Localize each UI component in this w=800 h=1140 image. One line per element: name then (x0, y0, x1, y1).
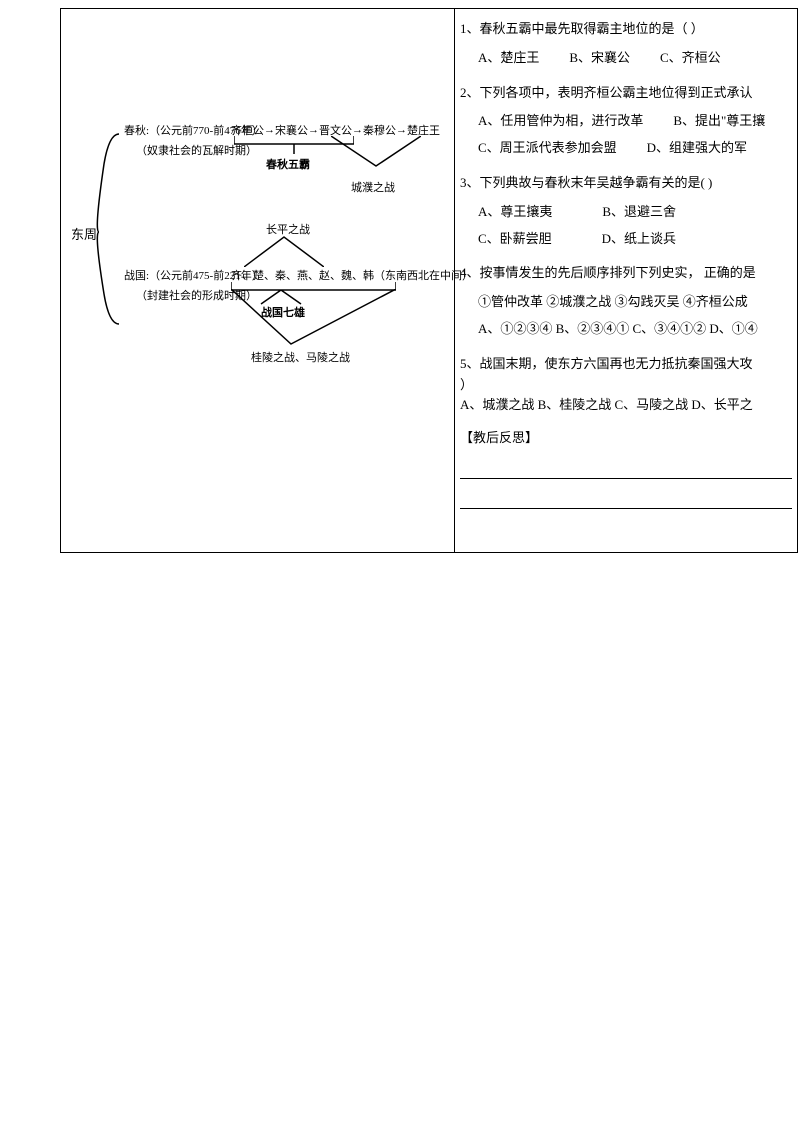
question-3: 3、下列典故与春秋末年吴越争霸有关的是( ) A、尊王攘夷 B、退避三舍 C、卧… (460, 173, 792, 249)
q4-text: 4、按事情发生的先后顺序排列下列史实， 正确的是 (460, 263, 792, 284)
q2-opt-a: A、任用管仲为相，进行改革 (478, 111, 643, 132)
bracket-svg (94, 104, 134, 364)
changping-battle: 长平之战 (266, 221, 310, 237)
reflection-line-2 (460, 493, 792, 509)
question-2: 2、下列各项中，表明齐桓公霸主地位得到正式承认 A、任用管仲为相，进行改革 B、… (460, 83, 792, 159)
states: 齐、楚、秦、燕、赵、魏、韩（东南西北在中间） (231, 267, 473, 283)
q4-opts: A、①②③④ B、②③④① C、③④①② D、①④ (460, 319, 792, 340)
q3-opt-c: C、卧薪尝胆 (478, 229, 552, 250)
q2-opt-d: D、组建强大的军 (647, 138, 747, 159)
q1-opt-a: A、楚庄王 (478, 48, 539, 69)
eastern-zhou-diagram: 东周 春秋:（公元前770-前476年） （奴隶社会的瓦解时期） 齐桓公 → 宋… (66, 104, 451, 424)
main-container: 东周 春秋:（公元前770-前476年） （奴隶社会的瓦解时期） 齐桓公 → 宋… (60, 8, 798, 553)
question-5: 5、战国末期，使东方六国再也无力抵抗秦国强大攻 ） A、城濮之战 B、桂陵之战 … (460, 354, 792, 416)
guiling-bracket (231, 289, 396, 349)
q3-opt-b: B、退避三舍 (602, 202, 676, 223)
question-4: 4、按事情发生的先后顺序排列下列史实， 正确的是 ①管仲改革 ②城濮之战 ③勾践… (460, 263, 792, 339)
chengpu-bracket (331, 136, 421, 176)
q1-opt-b: B、宋襄公 (569, 48, 630, 69)
diagram-panel: 东周 春秋:（公元前770-前476年） （奴隶社会的瓦解时期） 齐桓公 → 宋… (61, 9, 455, 552)
q4-items: ①管仲改革 ②城濮之战 ③勾践灭吴 ④齐桓公成 (460, 292, 792, 313)
reflection-heading: 【教后反思】 (460, 428, 792, 449)
changping-bracket (244, 232, 324, 267)
questions-panel: 1、春秋五霸中最先取得霸主地位的是（ ） A、楚庄王 B、宋襄公 C、齐桓公 2… (455, 9, 797, 552)
q2-opt-b: B、提出"尊王攘 (673, 111, 765, 132)
q2-opt-c: C、周王派代表参加会盟 (478, 138, 617, 159)
q3-opt-d: D、纸上谈兵 (602, 229, 676, 250)
q5-text: 5、战国末期，使东方六国再也无力抵抗秦国强大攻 (460, 354, 792, 375)
q2-options: A、任用管仲为相，进行改革 B、提出"尊王攘 C、周王派代表参加会盟 D、组建强… (460, 111, 792, 159)
q5-sub: ） (460, 375, 792, 396)
question-1: 1、春秋五霸中最先取得霸主地位的是（ ） A、楚庄王 B、宋襄公 C、齐桓公 (460, 19, 792, 69)
q3-opt-a: A、尊王攘夷 (478, 202, 552, 223)
q5-opts: A、城濮之战 B、桂陵之战 C、马陵之战 D、长平之 (460, 395, 792, 416)
q3-text: 3、下列典故与春秋末年吴越争霸有关的是( ) (460, 173, 792, 194)
q2-text: 2、下列各项中，表明齐桓公霸主地位得到正式承认 (460, 83, 792, 104)
reflection-line-1 (460, 463, 792, 479)
q1-opt-c: C、齐桓公 (660, 48, 721, 69)
guiling-battle: 桂陵之战、马陵之战 (251, 349, 350, 365)
q1-text: 1、春秋五霸中最先取得霸主地位的是（ ） (460, 19, 792, 40)
q1-options: A、楚庄王 B、宋襄公 C、齐桓公 (460, 48, 792, 69)
wuba-label: 春秋五霸 (266, 156, 310, 172)
chengpu-battle: 城濮之战 (351, 179, 395, 195)
q3-options: A、尊王攘夷 B、退避三舍 C、卧薪尝胆 D、纸上谈兵 (460, 202, 792, 250)
